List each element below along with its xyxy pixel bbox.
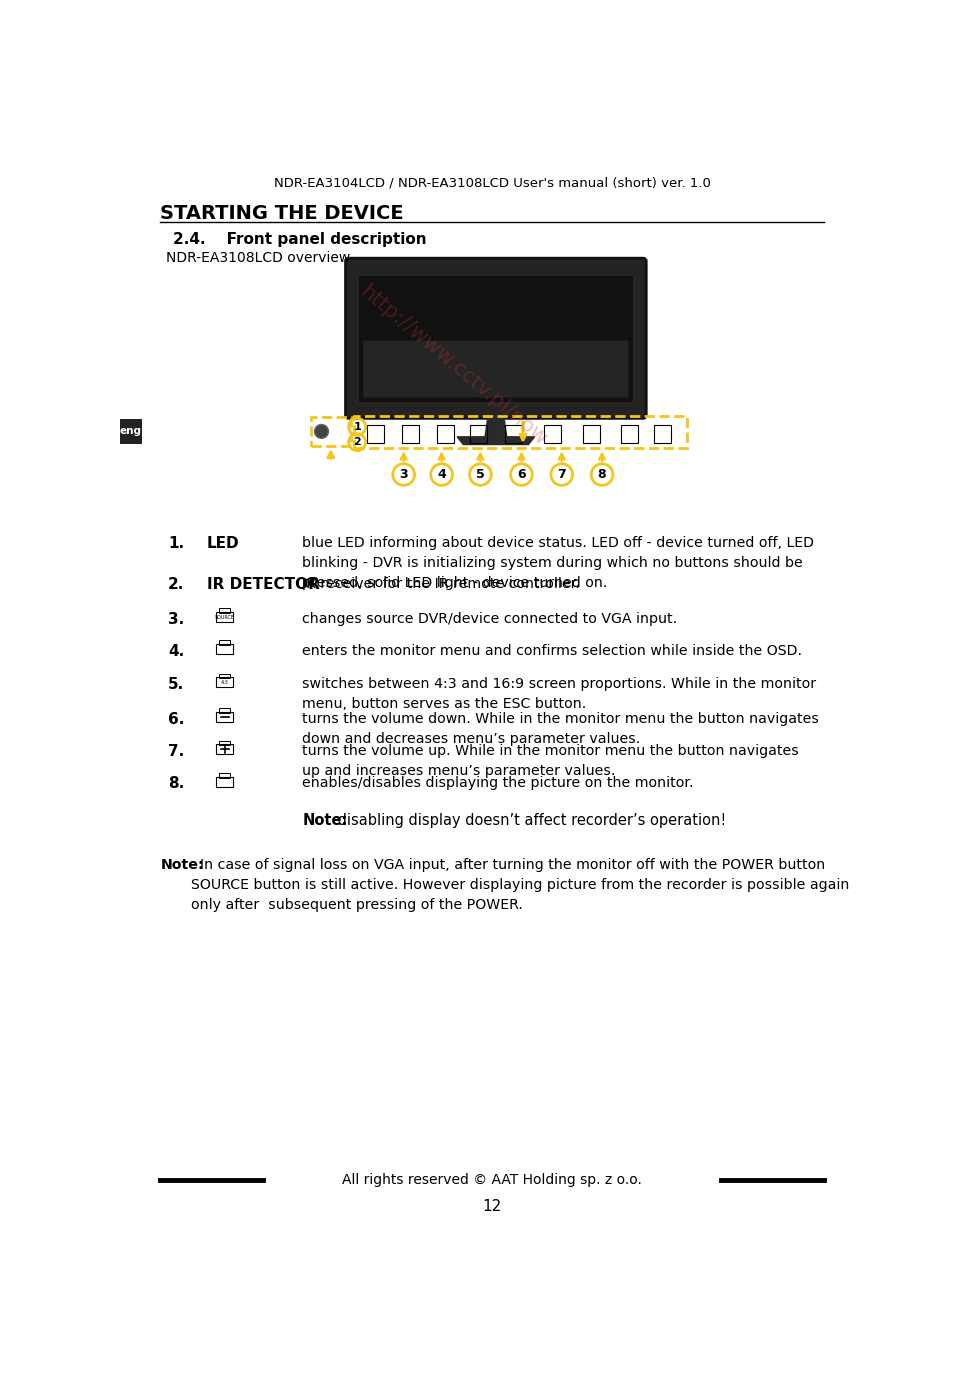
- Text: disabling display doesn’t affect recorder’s operation!: disabling display doesn’t affect recorde…: [333, 813, 727, 829]
- Text: turns the volume down. While in the monitor menu the button navigates
down and d: turns the volume down. While in the moni…: [302, 712, 819, 745]
- Text: 3.: 3.: [168, 612, 184, 626]
- Polygon shape: [457, 437, 535, 444]
- Text: 1: 1: [353, 422, 361, 432]
- Text: 7: 7: [558, 468, 566, 482]
- Text: 7.: 7.: [168, 744, 184, 759]
- Text: Note:: Note:: [302, 813, 348, 829]
- Text: 5: 5: [476, 468, 485, 482]
- Text: enables/disables displaying the picture on the monitor.: enables/disables displaying the picture …: [302, 776, 694, 790]
- Text: enters the monitor menu and confirms selection while inside the OSD.: enters the monitor menu and confirms sel…: [302, 644, 803, 658]
- Circle shape: [315, 425, 328, 439]
- Text: NDR-EA3104LCD / NDR-EA3108LCD User's manual (short) ver. 1.0: NDR-EA3104LCD / NDR-EA3108LCD User's man…: [274, 176, 710, 190]
- FancyBboxPatch shape: [120, 419, 142, 444]
- Text: 3: 3: [399, 468, 408, 482]
- Text: changes source DVR/device connected to VGA input.: changes source DVR/device connected to V…: [302, 612, 677, 626]
- Text: 1.: 1.: [168, 536, 184, 551]
- Text: eng: eng: [120, 426, 142, 436]
- Text: In case of signal loss on VGA input, after turning the monitor off with the POWE: In case of signal loss on VGA input, aft…: [191, 858, 850, 912]
- Text: 12: 12: [482, 1199, 502, 1213]
- Text: http://www.cctv.pl/now: http://www.cctv.pl/now: [356, 282, 551, 450]
- Text: 4:3: 4:3: [221, 680, 228, 684]
- Text: 2.4.    Front panel description: 2.4. Front panel description: [173, 232, 426, 247]
- Text: 8: 8: [598, 468, 607, 482]
- FancyBboxPatch shape: [363, 340, 629, 397]
- Text: blue LED informing about device status. LED off - device turned off, LED
blinkin: blue LED informing about device status. …: [302, 536, 814, 590]
- Text: switches between 4:3 and 16:9 screen proportions. While in the monitor
menu, but: switches between 4:3 and 16:9 screen pro…: [302, 677, 816, 711]
- FancyBboxPatch shape: [346, 258, 646, 418]
- FancyBboxPatch shape: [358, 275, 634, 403]
- Text: 6.: 6.: [168, 712, 184, 727]
- Text: 6: 6: [517, 468, 526, 482]
- Text: 8.: 8.: [168, 776, 184, 791]
- Text: SOURCE: SOURCE: [215, 615, 234, 619]
- Polygon shape: [485, 415, 507, 437]
- Text: IR receiver for the IR remote controller.: IR receiver for the IR remote controller…: [302, 577, 580, 591]
- Text: 5.: 5.: [168, 677, 184, 693]
- Text: 2.: 2.: [168, 577, 184, 591]
- Text: LED: LED: [206, 536, 239, 551]
- Text: Note:: Note:: [160, 858, 204, 872]
- Text: All rights reserved © AAT Holding sp. z o.o.: All rights reserved © AAT Holding sp. z …: [342, 1173, 642, 1187]
- Text: 4: 4: [437, 468, 446, 482]
- Text: 4.: 4.: [168, 644, 184, 659]
- Text: IR DETECTOR: IR DETECTOR: [206, 577, 320, 591]
- Text: STARTING THE DEVICE: STARTING THE DEVICE: [160, 204, 404, 222]
- Text: 2: 2: [353, 437, 361, 447]
- Text: turns the volume up. While in the monitor menu the button navigates
up and incre: turns the volume up. While in the monito…: [302, 744, 799, 779]
- Text: NDR-EA3108LCD overview: NDR-EA3108LCD overview: [166, 251, 350, 265]
